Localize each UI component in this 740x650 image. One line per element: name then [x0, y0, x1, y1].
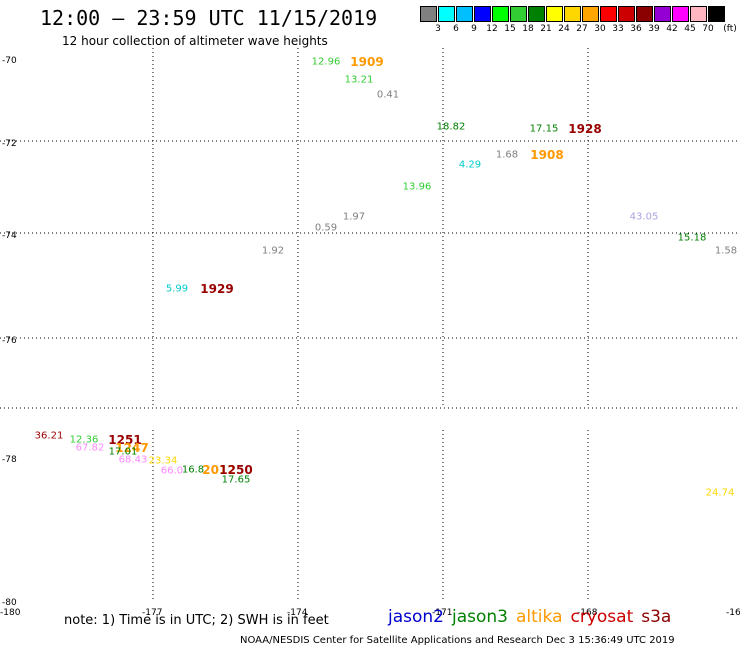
wave-height-label: 13.96	[402, 181, 432, 193]
colorbar-swatch	[582, 6, 599, 22]
colorbar-swatch	[708, 6, 725, 22]
latitude-label: -74	[2, 231, 17, 241]
longitude-label: -174	[287, 608, 308, 618]
colorbar-swatch	[564, 6, 581, 22]
colorbar-swatch	[420, 6, 437, 22]
colorbar-label: 42	[666, 24, 678, 34]
wave-height-label: 1.58	[714, 245, 738, 257]
colorbar-swatch	[618, 6, 635, 22]
colorbar-label: 21	[540, 24, 552, 34]
wave-height-label: 17.15	[529, 123, 559, 135]
colorbar-swatch	[438, 6, 455, 22]
wave-height-label: 43.05	[629, 211, 659, 223]
colorbar-swatch	[528, 6, 545, 22]
colorbar-label: 30	[594, 24, 606, 34]
colorbar-swatch	[492, 6, 509, 22]
revolution-label: 1909	[350, 55, 384, 69]
page-title: 12:00 — 23:59 UTC 11/15/2019	[40, 6, 378, 30]
wave-height-label: 18.82	[436, 121, 466, 133]
latitude-label: -80	[2, 598, 17, 608]
wave-height-label: 15.18	[677, 232, 707, 244]
colorbar-swatch	[456, 6, 473, 22]
longitude-label: -171	[432, 608, 453, 618]
colorbar-swatch	[600, 6, 617, 22]
revolution-label: 2012	[202, 463, 236, 477]
colorbar-label: 6	[453, 24, 459, 34]
wave-height-label: 13.21	[344, 74, 374, 86]
wave-height-label: 16.8	[181, 464, 205, 476]
colorbar-label: 15	[504, 24, 516, 34]
latitude-label: -76	[2, 336, 17, 346]
latitude-label: -78	[2, 455, 17, 465]
latitude-label: -70	[2, 56, 17, 66]
wave-height-label: 68.43	[118, 454, 148, 466]
revolution-label: 1908	[530, 148, 564, 162]
colorbar-label: 24	[558, 24, 570, 34]
colorbar-label: 70	[702, 24, 714, 34]
longitude-label: -177	[142, 608, 163, 618]
latitude-label: -72	[2, 139, 17, 149]
revolution-label: 1928	[568, 122, 602, 136]
map-grid	[0, 48, 740, 600]
colorbar-label: 9	[471, 24, 477, 34]
credits-footer: NOAA/NESDIS Center for Satellite Applica…	[240, 635, 675, 646]
legend-item-jason2: jason2	[388, 607, 444, 627]
longitude-label: -16	[726, 608, 740, 618]
longitude-label: -180	[0, 608, 21, 618]
colorbar-unit: (ft)	[723, 24, 737, 34]
revolution-label: 1929	[200, 282, 234, 296]
colorbar-swatch	[672, 6, 689, 22]
colorbar-swatch	[690, 6, 707, 22]
longitude-label: -168	[577, 608, 598, 618]
revolution-label: 1247	[115, 441, 149, 455]
revolution-label: 1251	[108, 433, 142, 447]
wave-height-label: 5.99	[165, 283, 189, 295]
colorbar-label: 36	[630, 24, 642, 34]
legend-item-altika: altika	[516, 607, 563, 627]
wave-height-label: 66.0	[160, 465, 184, 477]
wave-height-label: 12.36	[69, 434, 99, 446]
revolution-label: 1250	[219, 463, 253, 477]
colorbar-label: 18	[522, 24, 534, 34]
wave-height-label: 0.59	[314, 222, 338, 234]
color-scale-legend: 3 6 9 12 15 18 21 24 27 30 33 36 39 42 45 70 (ft)	[420, 4, 737, 38]
wave-height-label: 23.34	[148, 455, 178, 467]
colorbar-label: 3	[435, 24, 441, 34]
wave-height-label: 4.29	[458, 159, 482, 171]
colorbar-swatch	[654, 6, 671, 22]
colorbar-swatch	[636, 6, 653, 22]
wave-height-label: 1.68	[495, 149, 519, 161]
legend-item-jason3: jason3	[452, 607, 508, 627]
wave-height-label: 36.21	[34, 430, 64, 442]
colorbar-label: 12	[486, 24, 498, 34]
legend-item-cryosat: cryosat	[570, 607, 634, 627]
colorbar-swatch	[474, 6, 491, 22]
colorbar-label: 45	[684, 24, 696, 34]
wave-height-label: 12.96	[311, 56, 341, 68]
legend-item-s3a: s3a	[641, 607, 672, 627]
colorbar-label: 27	[576, 24, 588, 34]
colorbar-label: 39	[648, 24, 660, 34]
colorbar-swatch	[546, 6, 563, 22]
colorbar-label: 33	[612, 24, 624, 34]
wave-height-label: 1.92	[261, 245, 285, 257]
page-subtitle: 12 hour collection of altimeter wave hei…	[62, 34, 328, 48]
wave-height-label: 67.82	[75, 442, 105, 454]
wave-height-label: 0.41	[376, 89, 400, 101]
footnote: note: 1) Time is in UTC; 2) SWH is in fe…	[64, 613, 329, 628]
satellite-legend: jason2 jason3 altika cryosat s3a	[388, 607, 679, 627]
colorbar-swatch	[510, 6, 527, 22]
wave-height-label: 17.01	[108, 446, 138, 458]
wave-height-label: 17.65	[221, 474, 251, 486]
wave-height-label: 1.97	[342, 211, 366, 223]
wave-height-label: 24.74	[705, 487, 735, 499]
